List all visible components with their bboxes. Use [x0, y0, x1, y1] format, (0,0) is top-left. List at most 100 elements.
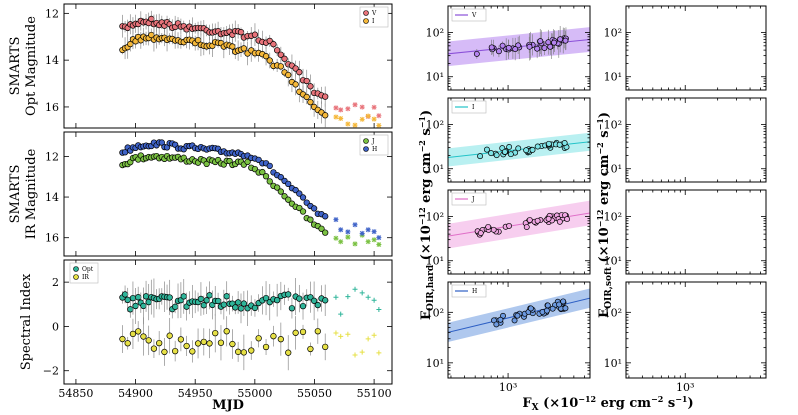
- spectral-index-cross: [376, 307, 382, 313]
- hard-v-point: [526, 43, 533, 50]
- opt-mag-ytick-label: 16: [45, 101, 59, 114]
- opt-mag-legend: VI: [359, 6, 389, 28]
- ir-mag-cross: [376, 235, 382, 241]
- hard-h-legend: H: [451, 284, 487, 298]
- soft-ylabel-main: F: [597, 308, 612, 318]
- spectral-index-point: [223, 293, 230, 300]
- hard-ylabel-sub: OIR,hard: [426, 264, 436, 311]
- ir-mag-panel: 12 14 16 SMARTS IR Magnitude JH: [8, 131, 393, 257]
- spectral-index-point: [277, 336, 284, 343]
- hard-i-point: [506, 143, 513, 150]
- ir-mag-point: [259, 168, 266, 176]
- spectral-index-xtick-label: 54850: [58, 387, 93, 400]
- spectral-index-legend-marker: [73, 266, 79, 272]
- spectral-index-point: [307, 345, 314, 353]
- spectral-index-point: [273, 297, 281, 304]
- spectral-index-cross: [352, 352, 358, 358]
- spectral-index-point: [135, 294, 142, 301]
- opt-mag-point: [270, 41, 277, 48]
- opt-mag-point: [307, 99, 314, 106]
- fx-label-close: ): [687, 396, 693, 411]
- hard-ylabel-exp2: −2: [417, 140, 427, 152]
- soft-flux-axis-label: FOIR,soft (×10−12 erg cm−2 s−1): [595, 112, 614, 318]
- spectral-index-point: [314, 301, 321, 309]
- opt-mag-cross: [376, 113, 382, 119]
- spectral-index-xtick-label: 55100: [357, 387, 392, 400]
- hard-i-legend-label: I: [472, 104, 475, 111]
- spectral-index-point: [129, 330, 137, 338]
- hard-i-point: [501, 148, 508, 155]
- hard-j-point: [485, 223, 492, 230]
- hard-i-legend-box: [451, 100, 487, 114]
- hard-i-point: [477, 153, 484, 160]
- fx-label-unit: (×10: [543, 396, 578, 411]
- ir-mag-cross: [338, 227, 344, 233]
- fx-label-exp: −12: [578, 394, 596, 404]
- hard-v-point: [534, 45, 541, 52]
- spectral-index-point: [194, 340, 202, 347]
- spectral-index-cross: [338, 311, 344, 317]
- fx-label-sub: X: [532, 403, 539, 413]
- spectral-index-ytick-label: 2: [52, 276, 59, 289]
- soft-1-frame: [625, 97, 767, 183]
- opt-mag-point: [322, 112, 329, 119]
- ir-mag-cross: [371, 237, 377, 243]
- soft-state-flux-panels: 10¹ 10² 10¹ 10² 10¹ 10² 10¹ 10² 10³: [604, 5, 767, 394]
- spectral-index-point: [127, 306, 134, 313]
- hard-i-plot-area: [448, 132, 590, 167]
- opt-mag-series-V: [119, 10, 382, 120]
- hard-v-point: [557, 36, 564, 43]
- ir-mag-cross: [359, 230, 365, 236]
- spectral-index-point: [299, 328, 307, 336]
- ir-mag-point: [203, 160, 210, 168]
- hard-i-point: [545, 140, 552, 147]
- hard-ylabel-main: F: [419, 310, 434, 320]
- spectral-index-point: [177, 336, 185, 343]
- soft-2-frame: [625, 189, 767, 275]
- ir-mag-point: [318, 225, 325, 232]
- ir-mag-cross: [338, 239, 344, 245]
- opt-mag-point: [322, 93, 329, 100]
- spectral-index-point: [285, 349, 292, 356]
- spectral-index-point: [240, 300, 248, 307]
- hard-i-point: [515, 145, 522, 152]
- hard-h-panel: H 10¹ 10² 10³: [426, 281, 591, 394]
- hard-state-flux-panels: V 10¹ 10² I 10¹ 10² J 10¹ 10² H 10¹ 10² 10³: [426, 5, 591, 394]
- ir-mag-point: [307, 216, 314, 223]
- opt-mag-point: [240, 45, 248, 52]
- hard-j-point: [477, 230, 484, 236]
- hard-v-frame: [447, 5, 591, 91]
- ir-mag-series-H: [119, 139, 382, 241]
- spectral-index-point: [197, 295, 205, 303]
- hard-h-point: [556, 301, 563, 308]
- soft-ylabel-exp3: −1: [595, 118, 605, 130]
- spectral-index-point: [145, 337, 152, 344]
- hard-j-point: [523, 224, 530, 230]
- spectral-index-point: [322, 297, 329, 304]
- opt-mag-cross: [376, 122, 382, 128]
- ir-mag-ylabel-line2: IR Magnitude: [24, 148, 39, 239]
- fx-label-exp2: −2: [651, 394, 663, 404]
- ir-mag-frame: [63, 131, 393, 257]
- hard-i-frame: [447, 97, 591, 183]
- hard-v-point: [495, 48, 502, 55]
- spectral-index-legend-label: IR: [82, 274, 89, 281]
- hard-i-panel: I 10¹ 10²: [426, 97, 591, 183]
- soft-0-frame: [625, 5, 767, 91]
- spectral-index-point: [156, 339, 163, 347]
- spectral-index-point: [223, 328, 230, 335]
- soft-0-ytick-label: 10¹: [604, 71, 622, 84]
- opt-mag-cross: [338, 107, 344, 113]
- spectral-index-point: [200, 338, 207, 345]
- hard-i-point: [493, 152, 500, 159]
- opt-mag-point: [277, 63, 284, 70]
- hard-h-point: [560, 298, 567, 305]
- spectral-index-cross: [359, 349, 365, 355]
- opt-mag-cross: [345, 106, 351, 112]
- ir-mag-point: [262, 173, 270, 180]
- hard-h-point: [493, 321, 500, 328]
- hard-i-ytick-label: 10²: [426, 119, 444, 132]
- soft-1-panel: 10¹ 10²: [604, 97, 767, 183]
- opt-mag-point: [292, 81, 299, 88]
- hard-h-ytick-label: 10²: [426, 306, 444, 319]
